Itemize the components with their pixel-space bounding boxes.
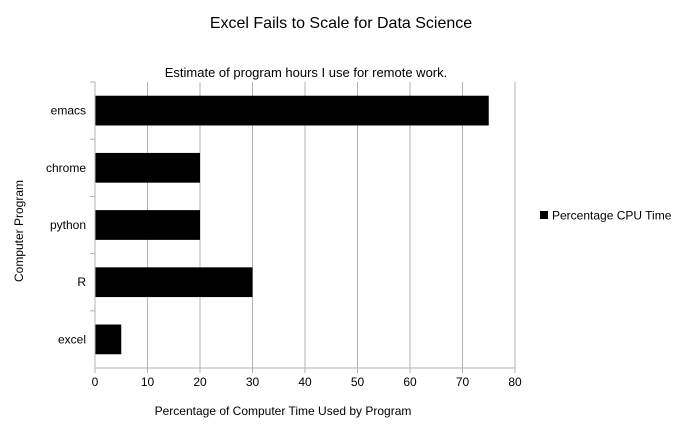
y-tick-label: python [50, 218, 86, 232]
chart-title: Excel Fails to Scale for Data Science [210, 15, 472, 32]
legend-label: Percentage CPU Time [552, 209, 672, 223]
x-tick-label: 80 [508, 375, 522, 389]
x-tick-label: 10 [141, 375, 155, 389]
y-tick-label: R [77, 275, 86, 289]
x-tick-label: 20 [193, 375, 207, 389]
x-tick-label: 50 [351, 375, 365, 389]
x-tick-label: 70 [456, 375, 470, 389]
x-tick-label: 40 [298, 375, 312, 389]
bar-r [95, 267, 253, 298]
y-tick-label: emacs [51, 104, 86, 118]
x-tick-label: 0 [92, 375, 99, 389]
x-tick-label: 60 [403, 375, 417, 389]
chart-subtitle: Estimate of program hours I use for remo… [165, 65, 448, 80]
x-axis-label: Percentage of Computer Time Used by Prog… [155, 404, 412, 418]
y-tick-label: excel [58, 332, 86, 346]
bar-python [95, 210, 200, 240]
x-tick-labels: 0 10 20 30 40 50 60 70 80 [92, 375, 522, 389]
x-tick-label: 30 [246, 375, 260, 389]
y-axis-label: Computer Program [12, 180, 26, 282]
bar-emacs [95, 95, 489, 126]
bar-chrome [95, 152, 200, 183]
bars [95, 95, 489, 355]
y-tick-label: chrome [46, 161, 86, 175]
axes [90, 81, 515, 369]
legend-swatch [540, 211, 548, 219]
legend: Percentage CPU Time [540, 209, 672, 223]
bar-excel [95, 324, 122, 355]
